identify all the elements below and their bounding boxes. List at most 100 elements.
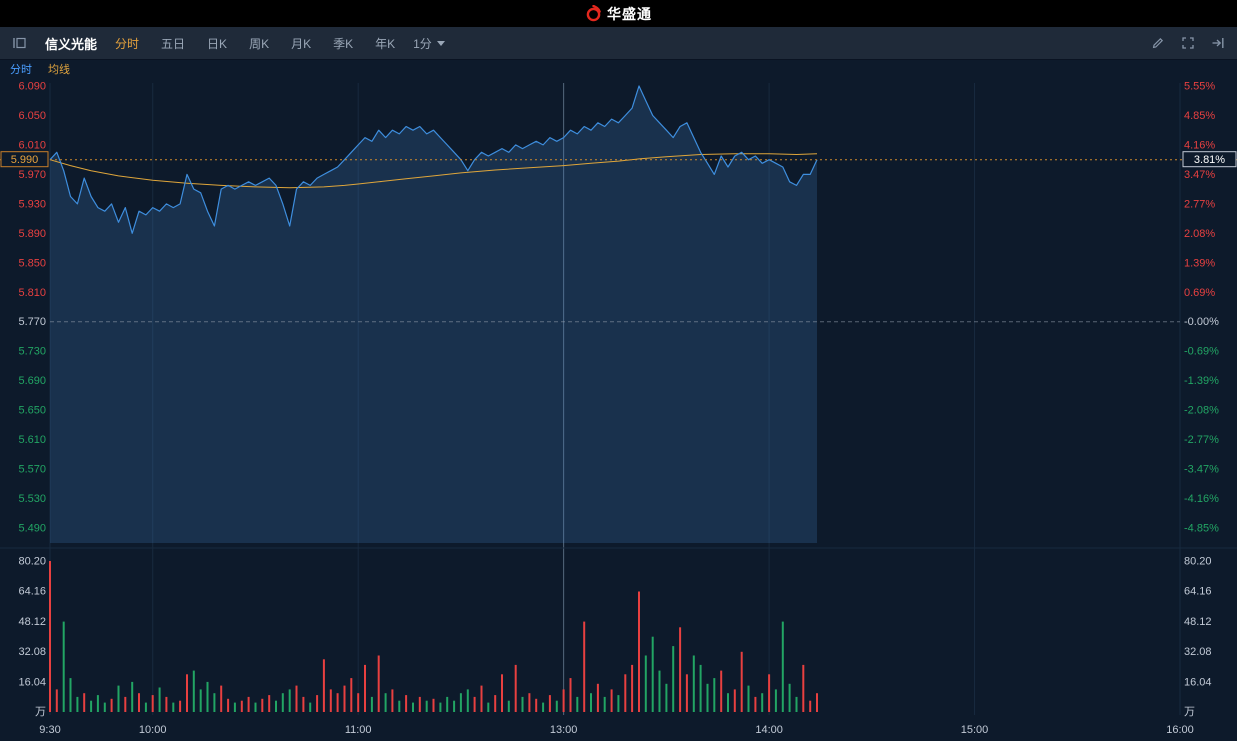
time-axis-label: 13:00 (550, 724, 578, 736)
volume-bar (576, 696, 579, 712)
volume-bar (254, 702, 257, 712)
volume-axis-label: 80.20 (1184, 556, 1212, 568)
legend-item-0[interactable]: 分时 (10, 64, 32, 76)
volume-bar (761, 693, 764, 712)
volume-bar (562, 689, 565, 712)
volume-bar (206, 681, 209, 712)
series-legend: 分时 均线 (0, 60, 1237, 78)
volume-bar (199, 689, 202, 712)
expand-right-panel-icon[interactable] (1211, 36, 1225, 50)
volume-bar (336, 693, 339, 712)
volume-bar (405, 695, 408, 712)
chart-area: 6.090 5.55% 6.050 4.85% 6.010 4.16% 5.970 3.47%… (0, 78, 1237, 741)
period-tab-2[interactable]: 日K (207, 36, 228, 51)
period-tab-0[interactable]: 分时 (115, 36, 140, 51)
volume-bar (466, 689, 469, 712)
volume-bar (672, 646, 675, 712)
volume-bar (186, 674, 188, 712)
period-tab-3[interactable]: 周K (249, 36, 270, 51)
current-price-box (0, 151, 49, 168)
volume-bar (110, 698, 113, 712)
price-axis-label: 5.810 (18, 287, 46, 299)
pct-axis-label: 5.55% (1184, 81, 1215, 93)
volume-bar (453, 700, 456, 712)
volume-bar (754, 696, 757, 712)
volume-bar (247, 696, 250, 712)
volume-bar (158, 687, 161, 712)
price-axis-label: 5.570 (18, 464, 46, 476)
volume-bar (302, 696, 305, 712)
volume-bar (309, 702, 312, 712)
volume-bar (213, 693, 216, 712)
volume-bar (507, 700, 510, 712)
volume-bar (172, 702, 175, 712)
volume-bar (425, 700, 428, 712)
volume-bar (569, 678, 572, 712)
pct-axis-label: 0.69% (1184, 287, 1215, 299)
volume-bar (706, 683, 709, 712)
volume-bar (590, 693, 592, 712)
volume-bar (542, 702, 545, 712)
volume-bar (501, 674, 503, 712)
volume-bar (412, 702, 414, 712)
pct-axis-label: 3.47% (1184, 169, 1215, 181)
volume-bar (480, 685, 483, 712)
price-axis-label: 5.890 (18, 228, 46, 240)
volume-bar (329, 689, 332, 712)
volume-bar (343, 685, 346, 712)
legend-item-1[interactable]: 均线 (48, 64, 70, 76)
volume-bar (418, 696, 421, 712)
pct-axis-label: 4.16% (1184, 139, 1215, 151)
volume-bar (624, 674, 627, 712)
volume-bar (83, 693, 86, 712)
price-axis-label: 5.490 (18, 523, 46, 535)
pct-axis-label: -0.00% (1184, 316, 1219, 328)
volume-bar (192, 670, 195, 712)
volume-bar (288, 689, 291, 712)
topbar: 华盛通 (0, 0, 1237, 27)
volume-bar (548, 695, 551, 712)
period-tab-4[interactable]: 月K (291, 36, 312, 51)
volume-bar (733, 689, 736, 712)
period-tab-1[interactable]: 五日 (161, 36, 186, 51)
draw-tool-icon[interactable] (1151, 36, 1165, 50)
period-tab-5[interactable]: 季K (333, 36, 354, 51)
volume-bar (713, 678, 716, 712)
sidebar-toggle-icon[interactable] (12, 36, 27, 50)
fullscreen-icon[interactable] (1181, 36, 1195, 50)
volume-bar (268, 695, 271, 712)
volume-bar (233, 702, 236, 712)
pct-axis-label: -1.39% (1184, 375, 1219, 387)
volume-bar (350, 678, 353, 712)
intraday-chart[interactable]: 6.090 5.55% 6.050 4.85% 6.010 4.16% 5.970 3.47%… (0, 78, 1237, 741)
volume-bar (638, 591, 640, 712)
volume-bar (364, 664, 366, 712)
toolbar-right-icons (1151, 36, 1225, 50)
price-line (49, 85, 818, 234)
price-area-fill (50, 86, 817, 543)
volume-bar (555, 700, 558, 712)
pct-axis-label: -0.69% (1184, 346, 1219, 358)
volume-bar (768, 674, 771, 712)
time-axis-label: 15:00 (961, 724, 989, 736)
volume-bar (377, 655, 380, 712)
period-tab-6[interactable]: 年K (375, 36, 396, 51)
volume-bar (658, 670, 661, 712)
volume-bar (62, 621, 65, 712)
time-axis-label: 11:00 (345, 724, 372, 736)
interval-dropdown[interactable]: 1分 (413, 35, 445, 52)
time-axis-label: 10:00 (139, 724, 167, 736)
volume-axis-label: 16.04 (1184, 676, 1212, 688)
price-axis-label: 5.730 (18, 346, 46, 358)
volume-bar (439, 702, 442, 712)
stock-name: 信义光能 (45, 36, 98, 52)
price-axis-label: 5.930 (18, 198, 46, 210)
period-tabs: 分时 五日 日K 周K 月K 季K 年K (115, 35, 395, 52)
volume-unit-label: 万 (35, 706, 46, 718)
volume-bar (49, 561, 51, 712)
pct-axis-label: -3.47% (1184, 464, 1219, 476)
time-axis-label: 9:30 (39, 724, 60, 736)
volume-bar (720, 670, 723, 712)
time-axis-label: 16:00 (1166, 724, 1194, 736)
